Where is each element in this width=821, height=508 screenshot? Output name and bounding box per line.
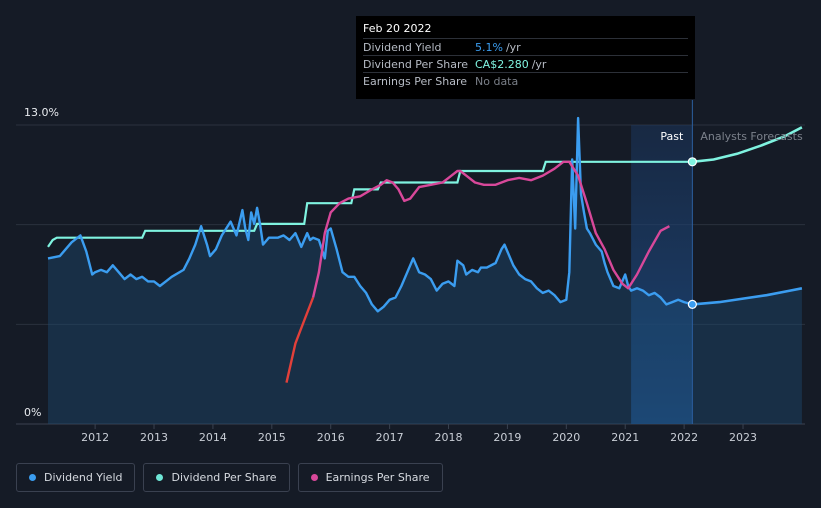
dividend-yield-forecast-line xyxy=(692,287,803,306)
x-tick-label: 2018 xyxy=(435,431,463,444)
analysts-forecasts-label: Analysts Forecasts xyxy=(700,130,803,143)
tooltip-row-earnings-per-share: Earnings Per Share No data xyxy=(363,72,688,89)
legend-item-dividend-per-share[interactable]: Dividend Per Share xyxy=(143,463,290,492)
tooltip-row-name: Dividend Per Share xyxy=(363,57,469,71)
legend-label: Dividend Yield xyxy=(44,471,123,484)
earnings-per-share-dot-icon xyxy=(310,474,318,481)
legend-item-dividend-yield[interactable]: Dividend Yield xyxy=(16,463,136,492)
legend-label: Earnings Per Share xyxy=(325,471,430,484)
tooltip-date: Feb 20 2022 xyxy=(363,22,432,35)
dividend-per-share-forecast-line xyxy=(692,126,803,164)
dividend-yield-dot-icon xyxy=(29,474,36,481)
tooltip-row-unit: /yr xyxy=(505,40,521,54)
x-tick-label: 2016 xyxy=(317,431,345,444)
dividend-yield-area xyxy=(48,118,802,424)
tooltip-row-value: CA$2.280 xyxy=(475,57,529,71)
x-tick-label: 2021 xyxy=(611,431,639,444)
dividend-per-share-marker xyxy=(687,157,697,167)
x-tick-label: 2015 xyxy=(258,431,286,444)
x-tick-label: 2019 xyxy=(493,431,521,444)
dividend-chart: Past Analysts Forecasts 13.0% 0% 2012 201… xyxy=(16,100,805,444)
tooltip-row-name: Dividend Yield xyxy=(363,40,442,54)
chart-markers xyxy=(687,100,697,424)
x-tick-label: 2017 xyxy=(376,431,404,444)
x-tick-label: 2022 xyxy=(670,431,698,444)
y-axis-min-label: 0% xyxy=(24,406,41,419)
x-tick-label: 2013 xyxy=(140,431,168,444)
earnings-per-share-line xyxy=(311,160,670,298)
x-tick-label: 2014 xyxy=(199,431,227,444)
dividend-per-share-line xyxy=(47,160,693,248)
legend-item-earnings-per-share[interactable]: Earnings Per Share xyxy=(297,463,443,492)
tooltip-row-value: 5.1% xyxy=(475,40,503,54)
legend-label: Dividend Per Share xyxy=(171,471,277,484)
x-axis-ticks: 2012 2013 2014 2015 2016 2017 2018 2019 2020 2021… xyxy=(81,424,757,444)
tooltip: Feb 20 2022 Dividend Yield 5.1% /yr Divi… xyxy=(356,16,695,99)
dividend-yield-line xyxy=(47,116,693,313)
forecast-region xyxy=(631,125,693,424)
earnings-per-share-negative-line xyxy=(285,297,315,383)
dividend-yield-marker xyxy=(687,299,697,309)
x-tick-label: 2020 xyxy=(552,431,580,444)
dividend-per-share-dot-icon xyxy=(156,474,164,481)
y-axis-max-label: 13.0% xyxy=(24,106,59,119)
tooltip-row-name: Earnings Per Share xyxy=(363,74,468,88)
past-label: Past xyxy=(660,130,684,143)
tooltip-row-value: No data xyxy=(475,74,519,88)
tooltip-row-dividend-yield: Dividend Yield 5.1% /yr xyxy=(363,38,688,55)
chart-areas xyxy=(48,118,802,424)
x-tick-label: 2012 xyxy=(81,431,109,444)
tooltip-row-unit: /yr xyxy=(531,57,547,71)
chart-lines xyxy=(47,116,803,383)
legend: Dividend Yield Dividend Per Share Earnin… xyxy=(16,463,443,492)
x-tick-label: 2023 xyxy=(729,431,757,444)
tooltip-row-dividend-per-share: Dividend Per Share CA$2.280 /yr xyxy=(363,55,688,72)
